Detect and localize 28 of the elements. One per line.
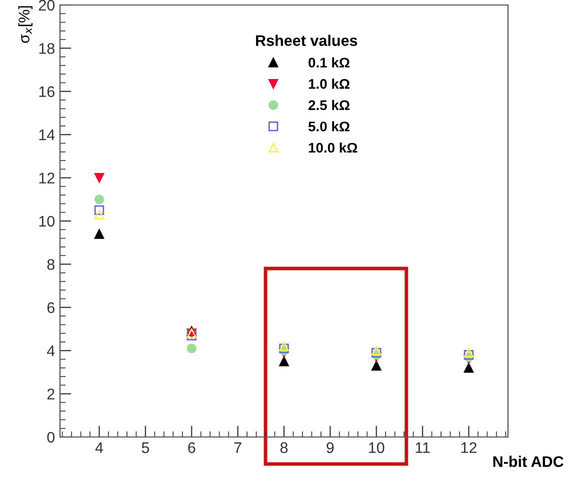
- y-tick-label: 0: [47, 432, 55, 443]
- x-tick-label: 10: [369, 442, 384, 454]
- y-tick-label: 14: [39, 130, 55, 140]
- x-tick-label: 7: [234, 442, 242, 453]
- x-tick-label: 4: [95, 442, 104, 453]
- y-tick-label: 16: [39, 86, 54, 98]
- x-tick-label: 12: [461, 442, 476, 453]
- y-tick-label: 6: [47, 302, 54, 314]
- x-axis-title: N-bit ADC: [493, 456, 564, 468]
- legend-label: 0.1 kΩ: [308, 57, 350, 68]
- legend-label: 5.0 kΩ: [308, 121, 350, 132]
- x-tick-label: 8: [280, 442, 288, 454]
- y-tick-label: 2: [47, 388, 54, 400]
- x-tick-label: 6: [188, 442, 196, 454]
- x-tick-label: 9: [326, 442, 334, 454]
- legend-label: 2.5 kΩ: [308, 100, 350, 110]
- x-tick-label: 11: [416, 442, 430, 453]
- legend-label: 10.0 kΩ: [308, 142, 358, 153]
- legend-title: Rsheet values: [256, 34, 358, 46]
- y-tick-label: 10: [39, 216, 55, 227]
- x-tick-label: 5: [142, 442, 150, 454]
- y-tick-label: 20: [38, 0, 55, 11]
- legend-label: 1.0 kΩ: [308, 78, 350, 89]
- y-tick-label: 8: [47, 259, 54, 270]
- y-tick-label: 4: [46, 346, 55, 356]
- y-tick-label: 12: [39, 172, 54, 184]
- y-tick-label: 18: [39, 43, 54, 54]
- y-axis-title: σ$_{x}$[%]: [18, 6, 32, 43]
